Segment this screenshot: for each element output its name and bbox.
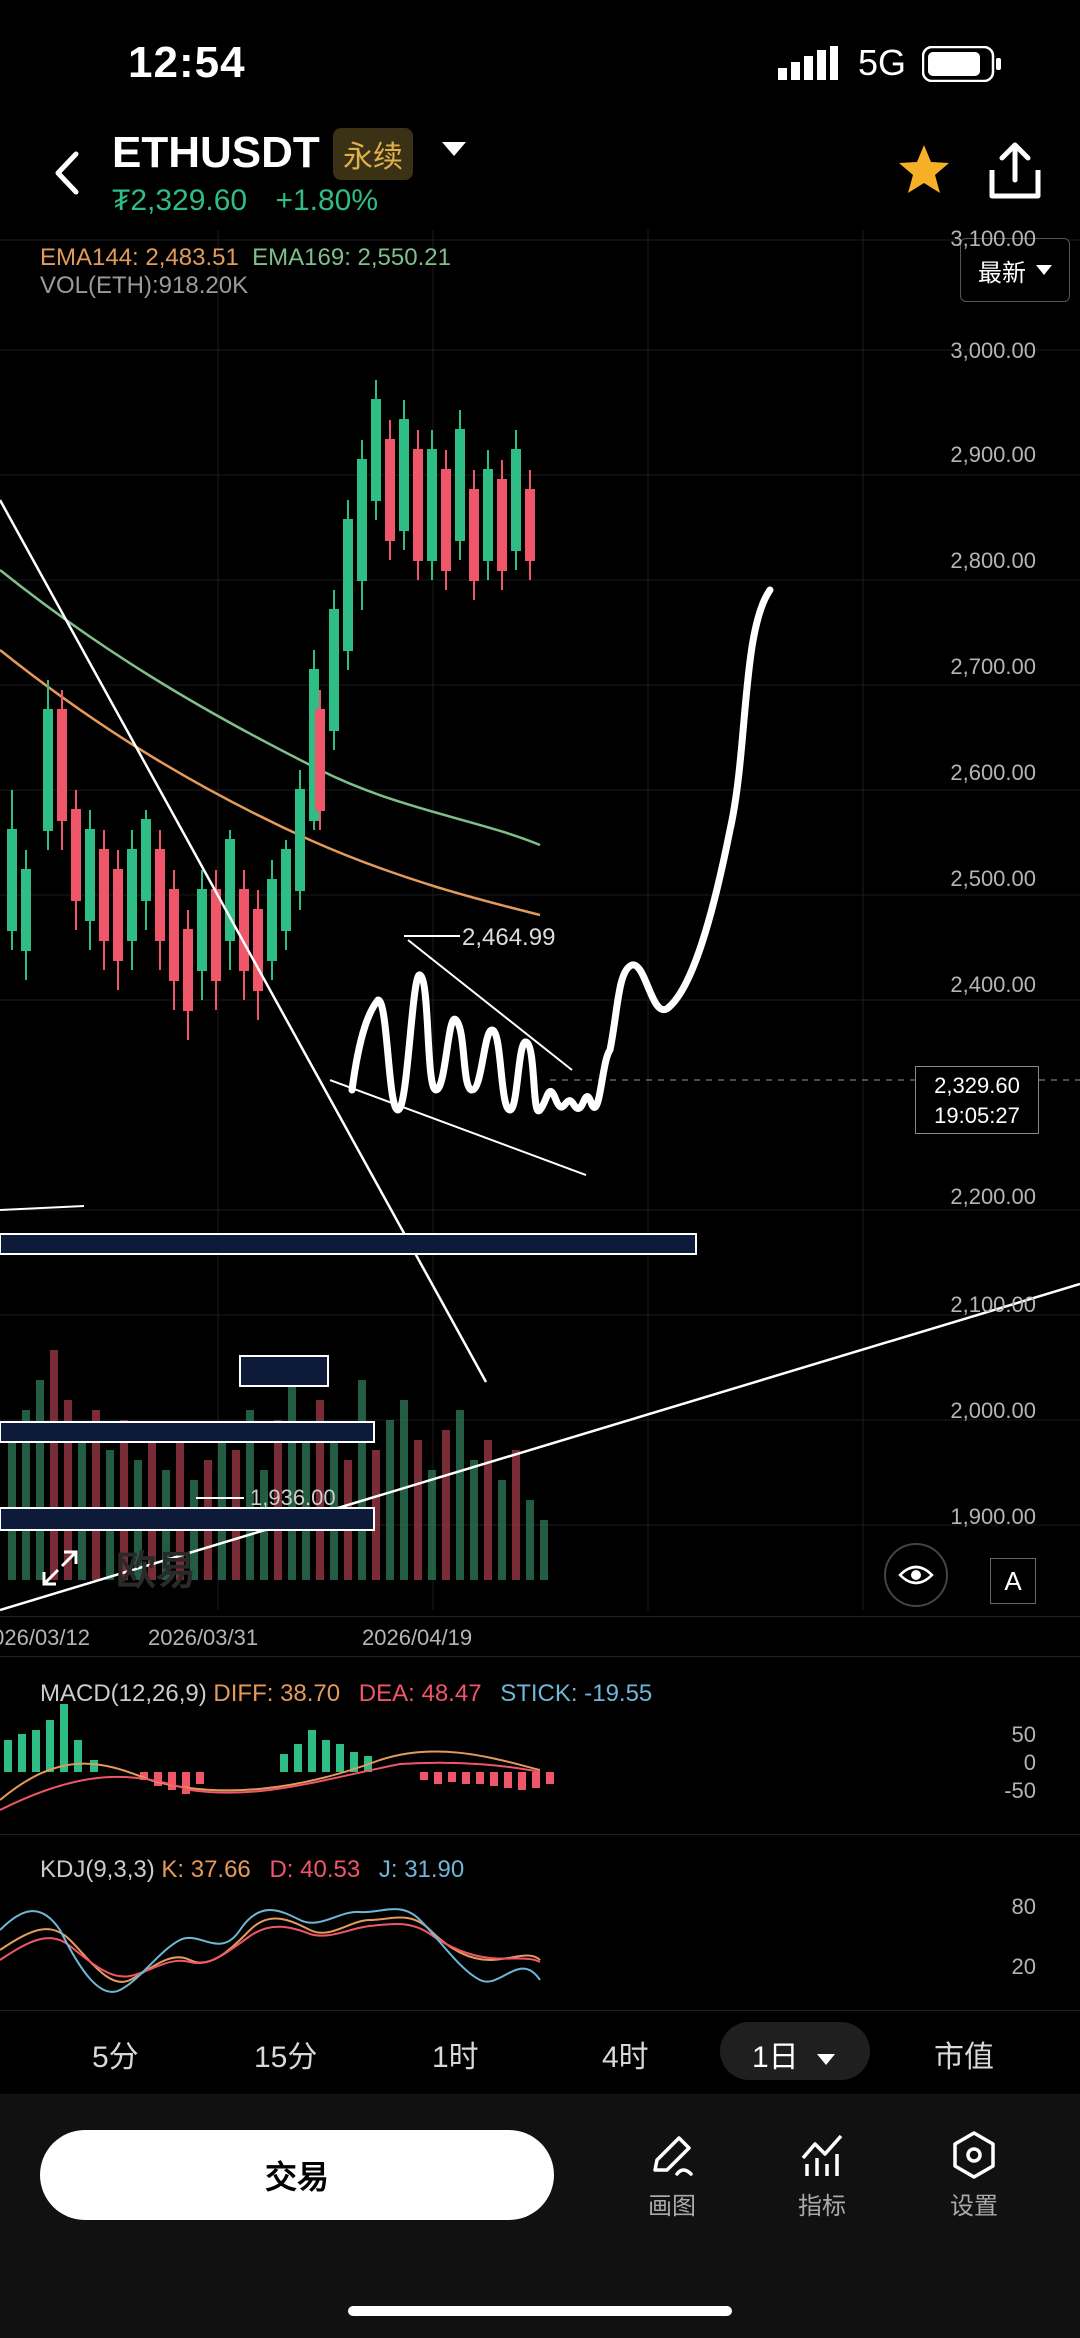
- timeframe-bar: 5分 15分 1时 4时 1日 市值: [0, 2010, 1080, 2094]
- tab-active-background: [720, 2022, 870, 2080]
- price-change: +1.80%: [275, 184, 379, 217]
- tab-1h[interactable]: 1时: [432, 2041, 479, 2074]
- price-tick: 2,500.00: [950, 866, 1036, 891]
- date-tick-label: 2026/03/12: [0, 1625, 90, 1650]
- macd-diff: DIFF: 38.70: [213, 1680, 341, 1707]
- trade-button[interactable]: 交易: [40, 2130, 554, 2220]
- ascending-trendline: [0, 1282, 1080, 1612]
- price-tick: 1,900.00: [950, 1504, 1036, 1529]
- price-tick: 2,400.00: [950, 972, 1036, 997]
- tab-1d[interactable]: 1日: [752, 2032, 836, 2076]
- tab-1d-label: 1日: [752, 2041, 799, 2074]
- share-icon[interactable]: [986, 140, 1044, 200]
- settings-label: 设置: [950, 2193, 998, 2220]
- macd-chart: [0, 1704, 554, 1811]
- ema169-line: [0, 569, 541, 847]
- kdj-tick: 20: [1011, 1954, 1036, 1979]
- price-tick: 2,800.00: [950, 548, 1036, 573]
- status-time: 12:54: [128, 38, 246, 87]
- volume-value: VOL(ETH):918.20K: [40, 272, 249, 299]
- home-indicator[interactable]: [348, 2306, 732, 2316]
- watermark: 欧易: [116, 1549, 196, 1593]
- draw-tool[interactable]: 画图: [622, 2130, 722, 2221]
- indicator-label: 指标: [798, 2193, 846, 2220]
- latest-price-dropdown[interactable]: 最新: [960, 238, 1070, 302]
- date-tick: 2026/03/12: [0, 1625, 90, 1651]
- candlestick-chart[interactable]: [0, 230, 1080, 1660]
- pen-icon: [653, 2136, 693, 2176]
- tab-15m[interactable]: 15分: [254, 2041, 318, 2074]
- current-price: 2,329.60: [934, 1073, 1020, 1098]
- kdj-chart: [0, 1908, 541, 1993]
- candles: [7, 380, 535, 1040]
- latest-label: 最新: [978, 259, 1026, 287]
- kdj-d: D: 40.53: [269, 1856, 361, 1883]
- settings-tool[interactable]: 设置: [924, 2130, 1024, 2221]
- back-icon[interactable]: [48, 148, 88, 198]
- high-annotation: 2,464.99: [462, 924, 556, 951]
- eye-icon[interactable]: [884, 1543, 948, 1607]
- price-tick: 2,700.00: [950, 654, 1036, 679]
- date-tick: 2026/03/31: [148, 1625, 259, 1650]
- price-tick: 2,200.00: [950, 1184, 1036, 1209]
- price-tick: 2,000.00: [950, 1398, 1036, 1423]
- wedge-upper-line: [407, 939, 573, 1071]
- hand-drawn-projection: [348, 586, 774, 1115]
- macd-tick: 0: [1023, 1750, 1036, 1775]
- zone-box: [0, 1507, 375, 1531]
- fullscreen-icon[interactable]: [40, 1548, 80, 1588]
- ema144-value: EMA144: 2,483.51: [40, 244, 239, 271]
- indicator-tool[interactable]: 指标: [772, 2130, 872, 2221]
- low-annotation: 1,936.00: [250, 1485, 336, 1510]
- settings-icon: [953, 2131, 995, 2179]
- kdj-values: KDJ(9,3,3) K: 37.66 D: 40.53 J: 31.90: [40, 1856, 464, 1884]
- price-tick: 3,000.00: [950, 338, 1036, 363]
- chevron-down-icon: [817, 2053, 836, 2065]
- date-tick: 2026/04/19: [362, 1625, 473, 1650]
- macd-values: MACD(12,26,9) DIFF: 38.70 DEA: 48.47 STI…: [40, 1680, 652, 1708]
- favorite-star-icon[interactable]: [896, 142, 952, 198]
- chevron-down-icon: [1036, 265, 1052, 275]
- network-type: 5G: [858, 42, 907, 83]
- chevron-down-icon[interactable]: [442, 142, 466, 156]
- candle-countdown: 19:05:27: [934, 1103, 1020, 1128]
- macd-tick: -50: [1004, 1778, 1036, 1803]
- price-tick: 2,100.00: [950, 1292, 1036, 1317]
- zone-box: [239, 1355, 329, 1387]
- ema169-value: EMA169: 2,550.21: [252, 244, 451, 271]
- last-price: ₮2,329.60: [112, 184, 248, 217]
- macd-tick: 50: [1011, 1722, 1036, 1747]
- macd-label: MACD(12,26,9): [40, 1680, 207, 1707]
- left-marker-line: [0, 1205, 85, 1211]
- indicator-icon: [801, 2134, 843, 2176]
- macd-stick: STICK: -19.55: [500, 1680, 653, 1707]
- current-price-tag: 2,329.60 19:05:27: [915, 1066, 1039, 1134]
- battery-icon: [922, 46, 1001, 82]
- contract-type-badge: 永续: [333, 128, 413, 180]
- auto-scale-button[interactable]: A: [990, 1558, 1036, 1604]
- tab-market-cap[interactable]: 市值: [934, 2041, 994, 2074]
- zone-box: [0, 1233, 697, 1255]
- price-tick: 2,900.00: [950, 442, 1036, 467]
- price-tick: 2,600.00: [950, 760, 1036, 785]
- wedge-lower-line: [329, 1079, 587, 1176]
- tab-4h[interactable]: 4时: [602, 2041, 649, 2074]
- kdj-tick: 80: [1011, 1894, 1036, 1919]
- symbol-title[interactable]: ETHUSDT: [112, 128, 320, 177]
- tab-5m[interactable]: 5分: [92, 2041, 139, 2074]
- signal-icon: [778, 46, 838, 80]
- draw-label: 画图: [648, 2193, 696, 2220]
- price-summary: ₮2,329.60 +1.80%: [112, 184, 398, 218]
- price-tick: 3,100.00: [950, 226, 1036, 251]
- zone-box: [0, 1421, 375, 1443]
- kdj-j: J: 31.90: [378, 1856, 465, 1883]
- ema-values: EMA144: 2,483.51 EMA169: 2,550.21: [40, 244, 451, 272]
- macd-dea: DEA: 48.47: [358, 1680, 482, 1707]
- kdj-k: K: 37.66: [161, 1856, 251, 1883]
- kdj-label: KDJ(9,3,3): [40, 1856, 155, 1883]
- ema144-line: [0, 649, 541, 917]
